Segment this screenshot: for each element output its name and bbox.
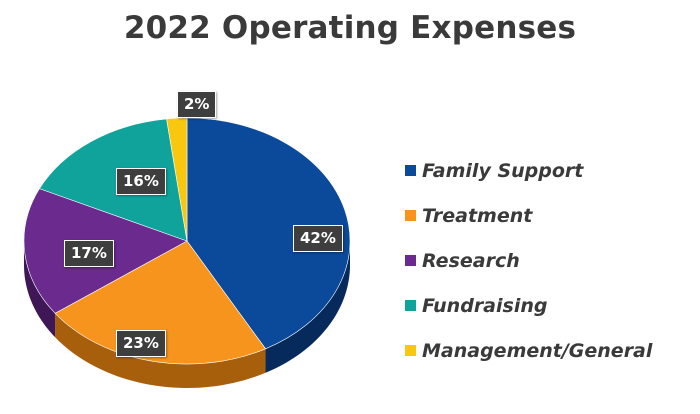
legend-label: Fundraising [422,294,548,317]
data-label-fundraising: 16% [116,168,166,195]
slice-fundraising[interactable] [39,118,188,242]
data-label-family-support: 42% [293,225,343,252]
legend: Family Support Treatment Research Fundraisi… [405,148,652,373]
legend-swatch [405,345,416,356]
legend-label: Research [422,249,520,272]
legend-swatch [405,210,416,221]
slice-family-support[interactable] [186,117,351,350]
legend-item-management-general: Management/General [405,328,652,373]
legend-swatch [405,255,416,266]
pie-depth-layer [24,241,350,388]
legend-item-family-support: Family Support [405,148,652,193]
legend-item-treatment: Treatment [405,193,652,238]
slice-treatment[interactable] [54,240,266,365]
legend-swatch [405,165,416,176]
chart-title: 2022 Operating Expenses [123,10,577,46]
legend-label: Family Support [422,159,584,182]
slice-depth-treatment [55,313,266,388]
legend-label: Management/General [422,339,653,362]
slice-depth-family-support [265,241,350,373]
data-label-management-general: 2% [177,91,217,118]
legend-label: Treatment [422,204,533,227]
legend-swatch [405,300,416,311]
slice-management-general[interactable] [166,117,188,242]
data-label-research: 17% [64,240,114,267]
legend-item-research: Research [405,238,652,283]
data-label-treatment: 23% [116,330,166,357]
pie-top-layer [23,117,351,365]
legend-item-fundraising: Fundraising [405,283,652,328]
slice-depth-research [24,241,56,338]
